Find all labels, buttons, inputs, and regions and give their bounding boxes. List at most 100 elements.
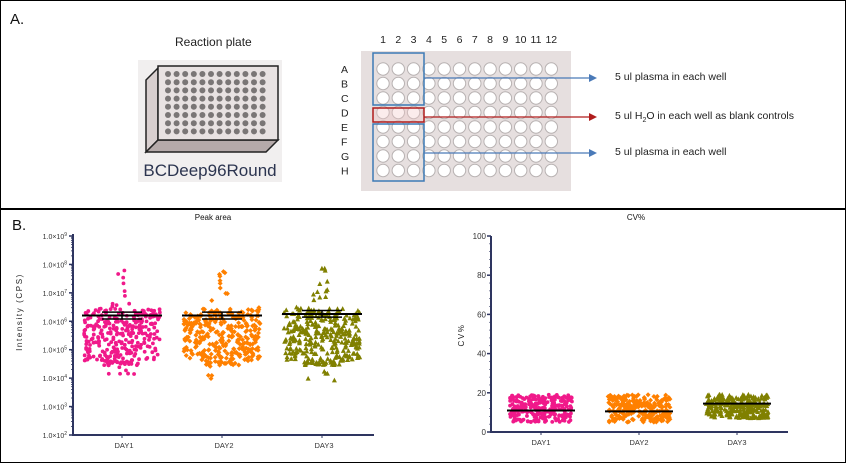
data-point	[132, 372, 136, 376]
data-point	[618, 394, 624, 400]
data-point	[223, 341, 229, 347]
data-point	[122, 342, 127, 347]
data-point	[636, 413, 642, 419]
data-point	[609, 413, 615, 419]
data-point	[283, 350, 289, 356]
data-point	[308, 335, 314, 341]
data-point	[534, 397, 539, 402]
data-point	[145, 356, 150, 360]
data-point	[744, 409, 750, 414]
data-point	[121, 333, 125, 338]
data-point	[635, 400, 641, 406]
data-point	[558, 399, 563, 403]
plate-icon-dot	[242, 95, 249, 102]
data-point	[315, 341, 321, 347]
data-point	[290, 333, 296, 339]
y-tick-label: 60	[477, 310, 486, 319]
data-point	[236, 324, 242, 330]
data-point	[108, 307, 113, 312]
well	[498, 120, 513, 134]
data-point	[535, 402, 540, 406]
well	[529, 134, 543, 149]
well	[498, 163, 513, 178]
well	[452, 163, 467, 178]
data-point	[758, 407, 764, 413]
data-point	[239, 346, 245, 352]
well	[406, 134, 421, 149]
data-point	[320, 317, 326, 323]
well	[437, 105, 451, 120]
data-point	[142, 349, 147, 354]
y-tick-label: 1.0×103	[43, 403, 68, 412]
data-point	[200, 329, 206, 335]
data-point	[528, 394, 533, 399]
data-point	[741, 411, 747, 417]
plate-icon-dot	[259, 120, 266, 127]
data-point	[651, 418, 657, 424]
plate-icon-dot	[242, 103, 249, 110]
data-point	[142, 340, 147, 345]
plate-icon-dot	[242, 128, 249, 135]
y-tick-label: 1.0×106	[43, 317, 68, 326]
well	[544, 76, 559, 91]
well	[483, 134, 497, 149]
data-point	[105, 320, 110, 325]
data-point	[612, 417, 618, 423]
data-point	[181, 318, 187, 324]
well	[544, 120, 559, 134]
plate-icon-dot	[199, 71, 206, 77]
data-point	[150, 341, 155, 346]
data-point	[323, 288, 329, 294]
data-point	[183, 325, 189, 331]
data-point	[729, 396, 735, 402]
data-point	[330, 345, 336, 351]
data-point	[735, 403, 741, 409]
well	[406, 105, 421, 120]
data-point	[84, 339, 89, 343]
data-point	[308, 318, 314, 323]
arrow-head-middle	[589, 113, 597, 121]
data-point	[86, 316, 90, 321]
data-point	[322, 360, 328, 366]
data-point	[311, 351, 317, 356]
plate-icon-dot	[190, 120, 197, 127]
data-point	[231, 346, 237, 352]
data-point	[120, 346, 125, 350]
annotation-blank-controls: 5 ul H2O in each well as blank controls	[615, 110, 794, 125]
well	[406, 149, 421, 163]
data-point	[102, 363, 107, 368]
x-tick-label: DAY2	[629, 438, 648, 447]
data-point	[345, 330, 351, 336]
data-point	[212, 358, 218, 364]
well	[406, 62, 421, 76]
data-point	[724, 411, 730, 417]
data-point	[313, 330, 319, 336]
data-point	[730, 406, 736, 412]
plate-icon-dot	[165, 112, 171, 118]
peak-area-title: Peak area	[195, 213, 232, 222]
panel-b-label: B.	[12, 217, 27, 234]
data-point	[330, 329, 336, 335]
plate-icon-dot	[233, 95, 240, 102]
data-point	[138, 345, 143, 350]
data-point	[316, 330, 322, 336]
data-point	[206, 321, 212, 327]
data-point	[610, 403, 616, 409]
data-point	[562, 412, 567, 417]
well	[544, 105, 559, 120]
data-point	[139, 342, 143, 347]
row-label: C	[341, 93, 349, 105]
plate-icon-dot	[173, 103, 180, 110]
row-label: B	[341, 79, 348, 91]
plate-icon-dot	[182, 128, 189, 135]
plate-icon-dot	[233, 120, 240, 127]
plate-icon-dot	[199, 87, 206, 94]
data-point	[284, 354, 290, 360]
data-point	[150, 350, 155, 355]
data-point	[210, 341, 216, 347]
y-tick-label: 1.0×104	[43, 374, 68, 383]
data-point	[332, 336, 338, 341]
data-point	[335, 330, 341, 336]
data-point	[82, 353, 87, 358]
data-point	[157, 310, 162, 315]
